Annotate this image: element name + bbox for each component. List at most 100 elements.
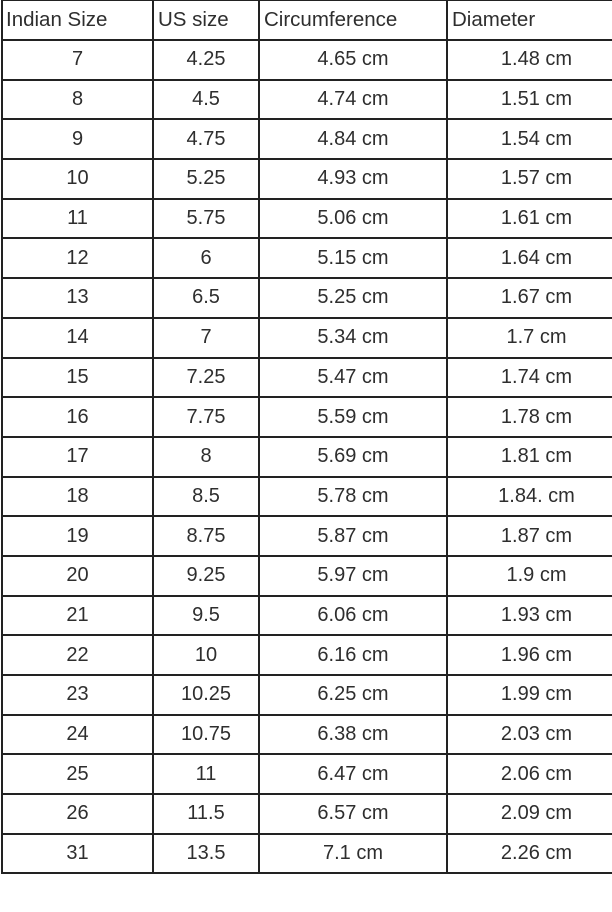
circumference-cell: 6.47 cm (258, 753, 448, 796)
us-size-cell: 6.5 (152, 277, 260, 319)
indian-size-cell: 26 (1, 793, 154, 835)
circumference-cell: 4.65 cm (258, 39, 448, 81)
us-size-cell: 10.25 (152, 674, 260, 716)
indian-size-cell: 15 (1, 356, 154, 399)
indian-size-cell: 19 (1, 515, 154, 557)
circumference-cell: 5.78 cm (258, 475, 448, 518)
table-row: 9 4.75 4.84 cm 1.54 cm (1, 118, 612, 161)
table-row: 7 4.25 4.65 cm 1.48 cm (1, 39, 612, 81)
circumference-cell: 6.06 cm (258, 594, 448, 637)
circumference-cell: 4.74 cm (258, 78, 448, 121)
table-row: 23 10.25 6.25 cm 1.99 cm (1, 674, 612, 716)
table-row: 13 6.5 5.25 cm 1.67 cm (1, 277, 612, 319)
indian-size-cell: 7 (1, 39, 154, 81)
diameter-cell: 1.81 cm (446, 435, 612, 478)
table-row: 18 8.5 5.78 cm 1.84. cm (1, 475, 612, 518)
indian-size-cell: 17 (1, 435, 154, 478)
indian-size-cell: 20 (1, 554, 154, 597)
us-size-cell: 11 (152, 753, 260, 796)
circumference-cell: 4.84 cm (258, 118, 448, 161)
circumference-cell: 6.25 cm (258, 674, 448, 716)
table-row: 12 6 5.15 cm 1.64 cm (1, 237, 612, 280)
table-row: 20 9.25 5.97 cm 1.9 cm (1, 554, 612, 597)
diameter-cell: 2.06 cm (446, 753, 612, 796)
us-size-cell: 5.75 (152, 197, 260, 240)
indian-size-cell: 16 (1, 396, 154, 438)
table-row: 22 10 6.16 cm 1.96 cm (1, 634, 612, 676)
table-row: 16 7.75 5.59 cm 1.78 cm (1, 396, 612, 438)
ring-size-table: Indian Size US size Circumference Diamet… (1, 0, 612, 875)
diameter-cell: 1.54 cm (446, 118, 612, 161)
us-size-cell: 8.75 (152, 515, 260, 557)
us-size-cell: 4.75 (152, 118, 260, 161)
circumference-cell: 5.25 cm (258, 277, 448, 319)
table-row: 15 7.25 5.47 cm 1.74 cm (1, 356, 612, 399)
diameter-cell: 1.87 cm (446, 515, 612, 557)
header-row: Indian Size US size Circumference Diamet… (1, 0, 612, 41)
us-size-cell: 10 (152, 634, 260, 676)
diameter-cell: 2.26 cm (446, 832, 612, 875)
circumference-cell: 6.57 cm (258, 793, 448, 835)
diameter-cell: 1.78 cm (446, 396, 612, 438)
diameter-cell: 1.7 cm (446, 316, 612, 359)
indian-size-cell: 11 (1, 197, 154, 240)
table-row: 19 8.75 5.87 cm 1.87 cm (1, 515, 612, 557)
table-row: 10 5.25 4.93 cm 1.57 cm (1, 158, 612, 200)
header-circumference: Circumference (258, 0, 448, 41)
table-row: 17 8 5.69 cm 1.81 cm (1, 435, 612, 478)
indian-size-cell: 10 (1, 158, 154, 200)
circumference-cell: 5.59 cm (258, 396, 448, 438)
table-row: 25 11 6.47 cm 2.06 cm (1, 753, 612, 796)
us-size-cell: 6 (152, 237, 260, 280)
us-size-cell: 7 (152, 316, 260, 359)
circumference-cell: 5.69 cm (258, 435, 448, 478)
diameter-cell: 1.51 cm (446, 78, 612, 121)
circumference-cell: 6.16 cm (258, 634, 448, 676)
us-size-cell: 11.5 (152, 793, 260, 835)
indian-size-cell: 23 (1, 674, 154, 716)
diameter-cell: 1.9 cm (446, 554, 612, 597)
us-size-cell: 13.5 (152, 832, 260, 875)
us-size-cell: 8 (152, 435, 260, 478)
indian-size-cell: 22 (1, 634, 154, 676)
indian-size-cell: 31 (1, 832, 154, 875)
table-row: 8 4.5 4.74 cm 1.51 cm (1, 78, 612, 121)
circumference-cell: 5.97 cm (258, 554, 448, 597)
diameter-cell: 1.61 cm (446, 197, 612, 240)
us-size-cell: 7.75 (152, 396, 260, 438)
diameter-cell: 1.99 cm (446, 674, 612, 716)
diameter-cell: 2.03 cm (446, 713, 612, 756)
diameter-cell: 1.96 cm (446, 634, 612, 676)
circumference-cell: 5.87 cm (258, 515, 448, 557)
indian-size-cell: 14 (1, 316, 154, 359)
circumference-cell: 5.34 cm (258, 316, 448, 359)
circumference-cell: 4.93 cm (258, 158, 448, 200)
us-size-cell: 10.75 (152, 713, 260, 756)
us-size-cell: 5.25 (152, 158, 260, 200)
indian-size-cell: 24 (1, 713, 154, 756)
us-size-cell: 4.25 (152, 39, 260, 81)
diameter-cell: 1.84. cm (446, 475, 612, 518)
indian-size-cell: 25 (1, 753, 154, 796)
circumference-cell: 5.06 cm (258, 197, 448, 240)
table-row: 24 10.75 6.38 cm 2.03 cm (1, 713, 612, 756)
us-size-cell: 7.25 (152, 356, 260, 399)
diameter-cell: 1.48 cm (446, 39, 612, 81)
circumference-cell: 5.15 cm (258, 237, 448, 280)
indian-size-cell: 13 (1, 277, 154, 319)
table-row: 14 7 5.34 cm 1.7 cm (1, 316, 612, 359)
diameter-cell: 1.74 cm (446, 356, 612, 399)
diameter-cell: 1.57 cm (446, 158, 612, 200)
us-size-cell: 9.25 (152, 554, 260, 597)
table-row: 11 5.75 5.06 cm 1.61 cm (1, 197, 612, 240)
header-diameter: Diameter (446, 0, 612, 41)
table-row: 26 11.5 6.57 cm 2.09 cm (1, 793, 612, 835)
diameter-cell: 1.64 cm (446, 237, 612, 280)
circumference-cell: 7.1 cm (258, 832, 448, 875)
diameter-cell: 1.67 cm (446, 277, 612, 319)
circumference-cell: 5.47 cm (258, 356, 448, 399)
indian-size-cell: 12 (1, 237, 154, 280)
us-size-cell: 4.5 (152, 78, 260, 121)
header-us-size: US size (152, 0, 260, 41)
us-size-cell: 9.5 (152, 594, 260, 637)
